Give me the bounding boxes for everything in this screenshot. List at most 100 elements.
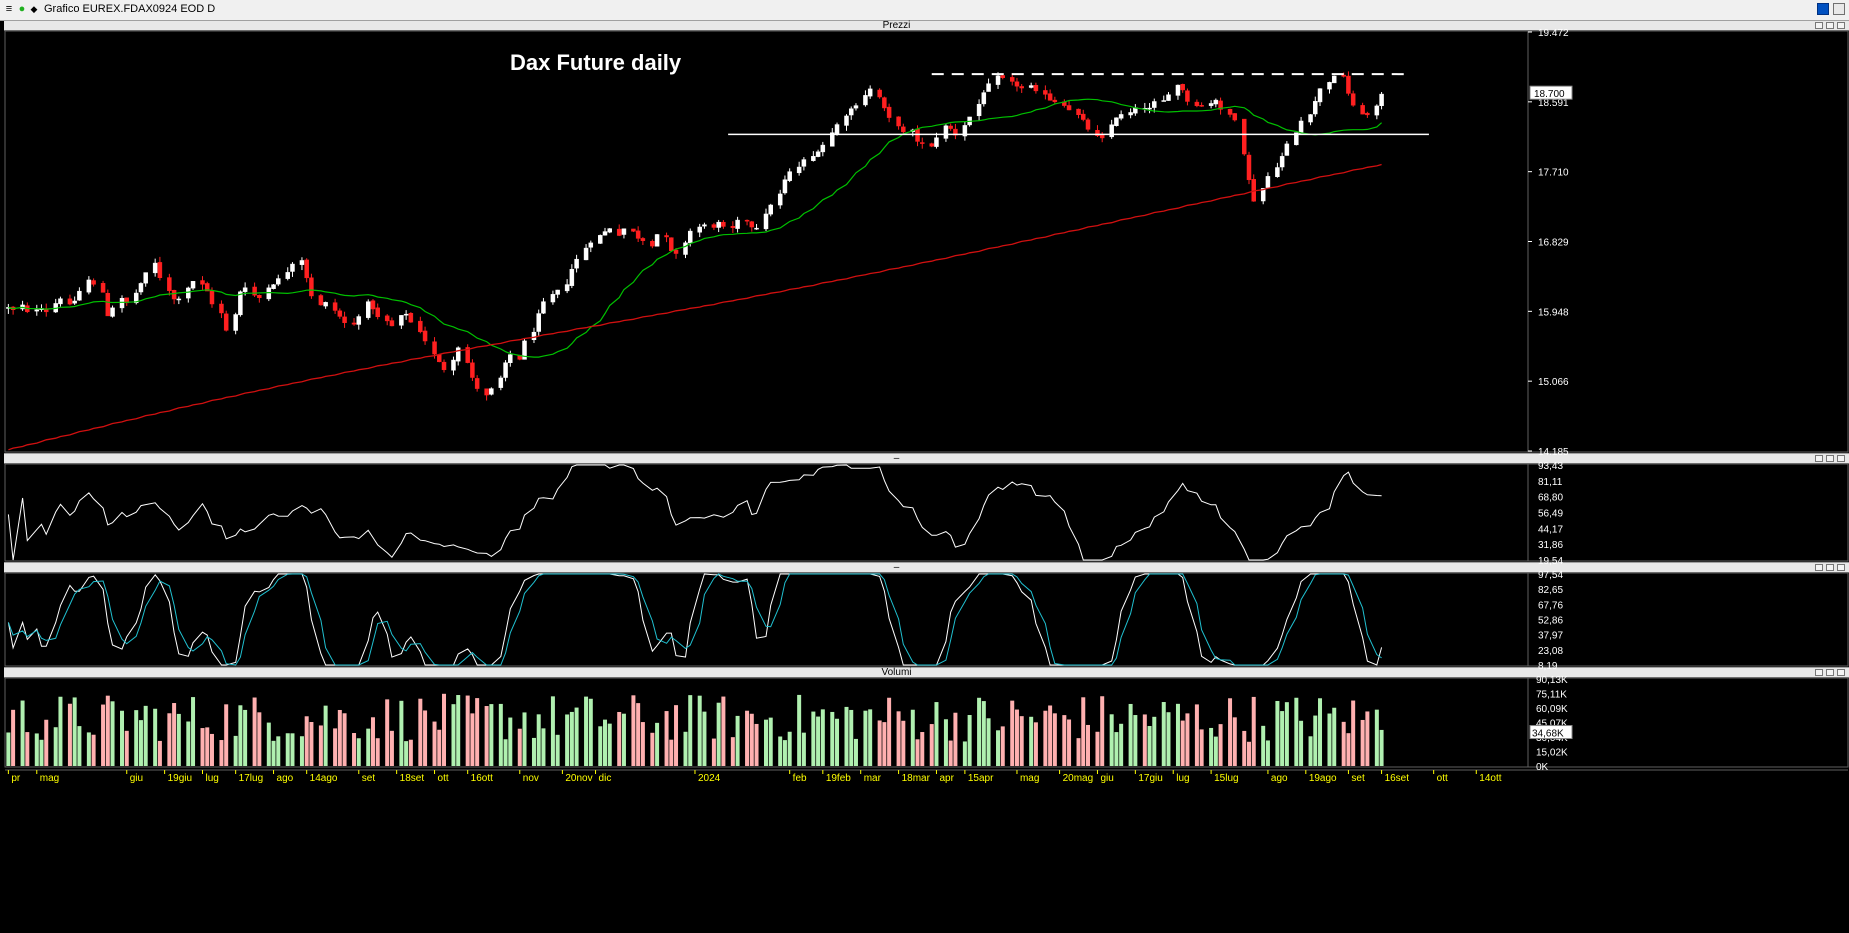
candle-body — [389, 320, 395, 327]
candle-body — [351, 322, 357, 325]
date-tick-label: ott — [1437, 773, 1448, 784]
candle-body — [744, 219, 750, 222]
volume-bar — [484, 706, 489, 766]
close-pane-icon[interactable] — [1837, 22, 1845, 29]
date-tick-label: mag — [1020, 773, 1039, 784]
volume-bar — [655, 722, 660, 766]
volume-bar — [621, 713, 626, 766]
volume-bar — [674, 705, 679, 766]
close-icon[interactable] — [1833, 3, 1845, 15]
green-dot-icon[interactable]: ● — [18, 3, 26, 15]
volume-bar — [1261, 725, 1266, 766]
candle-body — [365, 301, 371, 318]
candle-body — [498, 377, 504, 388]
maximize-pane-icon[interactable] — [1826, 669, 1834, 676]
date-tick-label: 17giu — [1138, 773, 1162, 784]
volume-bar — [86, 732, 91, 766]
candle-body — [285, 272, 290, 279]
candle-body — [384, 315, 390, 322]
candle-body — [323, 302, 328, 307]
close-pane-icon[interactable] — [1837, 564, 1845, 571]
minimize-pane-icon[interactable] — [1815, 669, 1823, 676]
minimize-pane-icon[interactable] — [1815, 22, 1823, 29]
pane-label-price: Prezzi — [882, 20, 911, 31]
candle-body — [508, 354, 513, 363]
candle-body — [1227, 108, 1233, 115]
candle-body — [844, 115, 849, 126]
volume-bar — [1332, 707, 1337, 766]
volume-tick-label: 0K — [1536, 762, 1549, 773]
date-tick-label: lug — [1176, 773, 1189, 784]
candle-body — [598, 235, 603, 244]
volume-bar — [172, 703, 177, 766]
arrows-icon[interactable]: ◆ — [30, 4, 38, 14]
maximize-pane-icon[interactable] — [1826, 22, 1834, 29]
volume-bar — [72, 697, 77, 766]
candle-body — [654, 234, 660, 247]
short-moving-average-line — [8, 98, 1383, 358]
minimize-pane-icon[interactable] — [1815, 455, 1823, 462]
candle-body — [105, 292, 111, 317]
volume-bar — [555, 734, 560, 766]
close-pane-icon[interactable] — [1837, 455, 1845, 462]
date-tick-label: apr — [939, 773, 954, 784]
volume-bar — [77, 726, 82, 766]
osc2-tick-label: 23,08 — [1538, 646, 1563, 657]
restore-icon[interactable] — [1817, 3, 1829, 15]
volume-tick-label: 75,11K — [1536, 690, 1567, 701]
candle-body — [337, 310, 343, 317]
volume-bar — [1246, 741, 1251, 766]
volume-bar — [1043, 710, 1048, 766]
candle-body — [233, 314, 238, 331]
osc2-k-line — [7, 573, 1383, 666]
candle-body — [801, 159, 807, 167]
candle-body — [687, 230, 693, 244]
volume-bar — [702, 711, 707, 766]
volume-bar — [342, 713, 347, 766]
candle-body — [863, 95, 868, 106]
candle-body — [867, 88, 873, 97]
candle-body — [257, 295, 262, 298]
volume-bar — [1029, 716, 1034, 766]
candle-body — [1379, 93, 1384, 106]
date-tick-label: 19ago — [1309, 773, 1337, 784]
candle-body — [167, 277, 172, 291]
close-pane-icon[interactable] — [1837, 669, 1845, 676]
candle-body — [877, 89, 882, 98]
candle-body — [1313, 101, 1318, 115]
candle-body — [697, 226, 702, 233]
volume-bar — [1374, 709, 1379, 766]
candle-body — [811, 156, 816, 161]
volume-bar — [1365, 711, 1370, 766]
date-tick-label: 19giu — [168, 773, 192, 784]
osc2-tick-label: 82,65 — [1538, 585, 1563, 596]
volume-bar — [849, 709, 854, 766]
candle-body — [768, 204, 773, 215]
candle-body — [1118, 114, 1124, 119]
price-tick-label: 18.591 — [1538, 98, 1569, 109]
candle-body — [730, 226, 736, 228]
volume-bar — [399, 700, 404, 766]
volume-bar — [176, 713, 181, 766]
osc1-line — [7, 464, 1382, 561]
candle-body — [133, 292, 139, 304]
candle-body — [669, 237, 674, 251]
volume-bar — [1128, 703, 1133, 766]
volume-bar — [953, 712, 958, 766]
candle-body — [721, 221, 726, 227]
candle-body — [901, 126, 906, 133]
candle-body — [1185, 90, 1190, 102]
date-tick-label: set — [1351, 773, 1365, 784]
volume-bar — [1147, 726, 1152, 766]
date-tick-label: giu — [1100, 773, 1113, 784]
candle-body — [1265, 176, 1271, 188]
candle-body — [403, 313, 409, 316]
volume-bar — [1019, 716, 1024, 766]
volume-bar — [271, 740, 276, 766]
minimize-pane-icon[interactable] — [1815, 564, 1823, 571]
maximize-pane-icon[interactable] — [1826, 564, 1834, 571]
volume-bar — [1228, 698, 1233, 766]
maximize-pane-icon[interactable] — [1826, 455, 1834, 462]
menu-icon[interactable]: ≡ — [5, 3, 13, 15]
